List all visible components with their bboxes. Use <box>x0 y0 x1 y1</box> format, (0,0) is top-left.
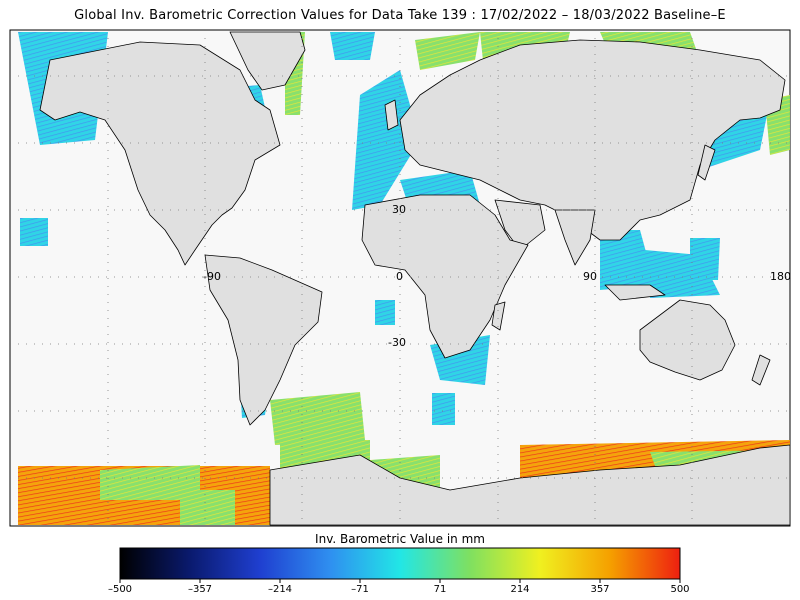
india <box>554 209 596 266</box>
colorbar-ticks <box>119 579 681 583</box>
north-america <box>39 41 281 266</box>
land-masses <box>39 31 791 526</box>
colorbar-tick-label: –214 <box>267 584 293 595</box>
colorbar-tick-label: 214 <box>510 584 530 595</box>
madagascar <box>491 301 506 331</box>
antarctica <box>269 444 791 526</box>
world-map: -90 0 90 180 30 -30 <box>9 29 791 527</box>
eurasia <box>399 39 786 241</box>
colorbar-tick-label: 71 <box>433 584 447 595</box>
australia <box>639 299 736 381</box>
lon-label-0: 0 <box>396 270 403 283</box>
colorbar-title: Inv. Barometric Value in mm <box>315 532 485 546</box>
greenland <box>229 31 306 91</box>
japan <box>697 144 716 181</box>
uk <box>384 99 399 131</box>
colorbar-tick-label: 357 <box>590 584 610 595</box>
lon-label-90: 90 <box>583 270 597 283</box>
indonesia <box>604 284 666 301</box>
colorbar-ramp <box>119 547 681 580</box>
lon-label-180: 180 <box>770 270 791 283</box>
new-zealand <box>751 354 771 386</box>
lon-label-minus90: -90 <box>203 270 221 283</box>
arabia <box>494 199 546 251</box>
colorbar-tick-label: –357 <box>187 584 213 595</box>
graticule <box>10 30 790 526</box>
lat-label-30: 30 <box>392 203 406 216</box>
africa <box>361 194 529 359</box>
south-america <box>204 254 323 426</box>
map-title: Global Inv. Barometric Correction Values… <box>74 8 726 23</box>
lat-label-minus30: -30 <box>388 336 406 349</box>
colorbar-tick-label: –71 <box>351 584 369 595</box>
colorbar-tick-label: 500 <box>670 584 690 595</box>
colorbar-tick-label: –500 <box>107 584 133 595</box>
